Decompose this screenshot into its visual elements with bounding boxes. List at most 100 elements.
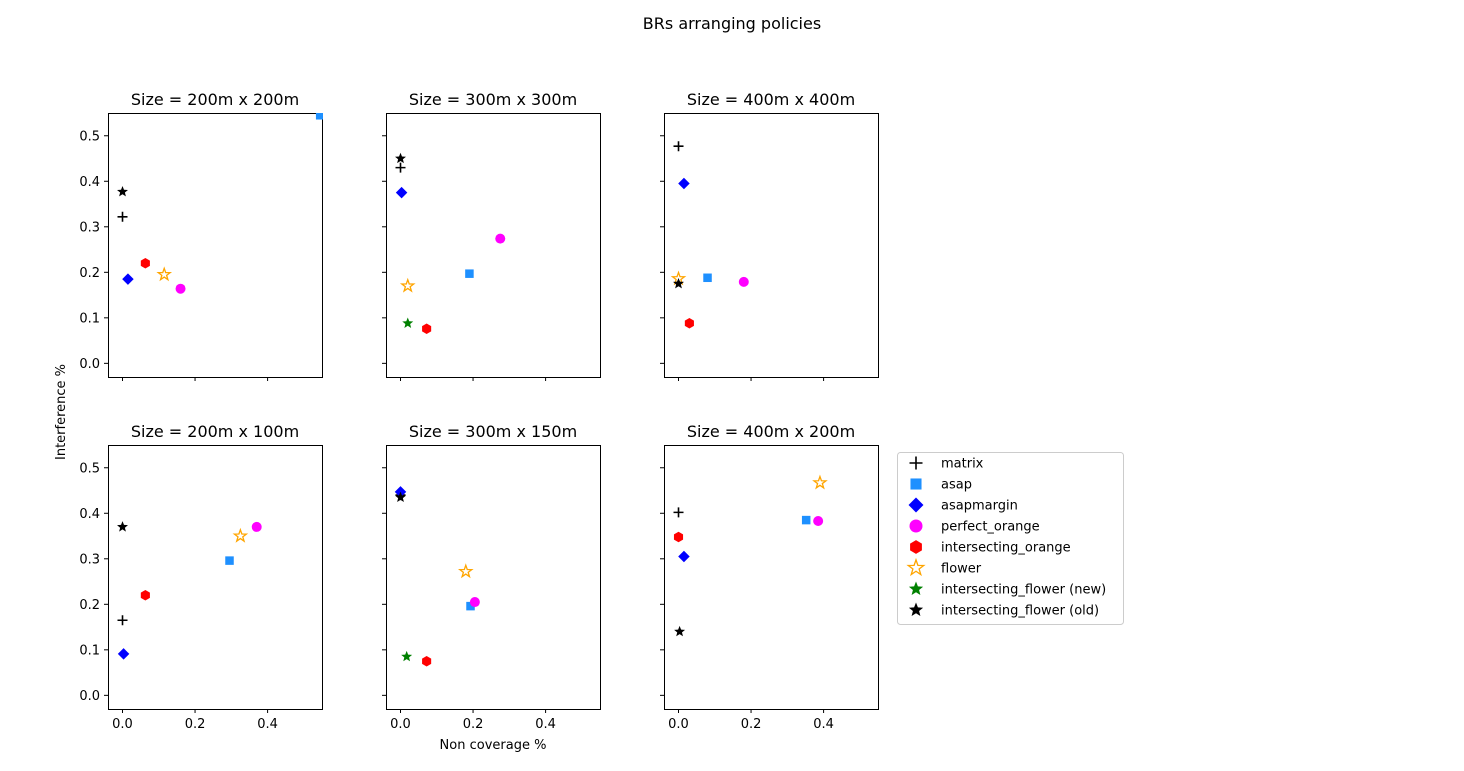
x-tick-label: 0.0 [390, 717, 411, 732]
axes-frame [386, 113, 601, 378]
data-point-intersecting-orange [422, 655, 432, 667]
data-point-intersecting-flower-old [673, 277, 684, 289]
y-tick-label: 0.3 [79, 552, 100, 567]
data-point-asapmargin [117, 648, 130, 660]
data-point-asap [466, 601, 475, 611]
subplot-3: Size = 400m x 400m [660, 90, 879, 381]
y-tick-label: 0.3 [79, 220, 100, 235]
axes-frame [386, 445, 601, 710]
plot-area [673, 474, 828, 637]
legend-item-intersecting-orange: intersecting_orange [910, 540, 1071, 556]
intersecting-flower-old-marker-icon [908, 602, 924, 617]
y-tick-label: 0.1 [79, 311, 100, 326]
plot-area [395, 152, 506, 334]
perfect-orange-marker-icon [909, 519, 923, 533]
intersecting-orange-marker-icon [910, 540, 922, 554]
y-tick-label: 0.4 [79, 507, 100, 522]
data-point-intersecting-flower-old [117, 185, 128, 197]
data-point-flower [156, 266, 173, 282]
data-point-flower [232, 527, 249, 543]
asap-marker-icon [910, 478, 922, 490]
data-point-matrix [673, 507, 684, 518]
legend-label: flower [941, 562, 982, 577]
data-point-intersecting-orange [140, 589, 150, 601]
axes-frame [108, 445, 323, 710]
subplot-title: Size = 200m x 100m [131, 422, 299, 441]
x-tick-label: 0.4 [813, 717, 834, 732]
subplot-title: Size = 400m x 200m [687, 422, 855, 441]
y-tick-label: 0.5 [79, 129, 100, 144]
subplot-title: Size = 200m x 200m [131, 90, 299, 109]
x-tick-label: 0.2 [741, 717, 762, 732]
axes-frame [664, 445, 879, 710]
x-tick-label: 0.2 [185, 717, 206, 732]
subplot-1: Size = 200m x 200m 0.0 0.1 0.2 0.3 0.4 0.5 [79, 90, 323, 381]
subplot-grid: Size = 200m x 200m 0.0 0.1 0.2 0.3 0.4 0.5 Size… [79, 90, 879, 732]
x-tick-label: 0.0 [112, 717, 133, 732]
plot-area [394, 486, 480, 667]
legend-item-perfect-orange: perfect_orange [909, 519, 1040, 535]
legend-frame [897, 452, 1124, 625]
data-point-flower [457, 563, 474, 579]
data-point-asap [465, 269, 474, 278]
data-point-intersecting-flower-old [117, 521, 128, 532]
legend-item-asapmargin: asapmargin [908, 497, 1018, 514]
legend: matrix asap asapmargin perfect_orangeinters… [897, 452, 1124, 625]
legend-item-matrix: matrix [909, 456, 984, 472]
y-tick-label: 0.2 [79, 598, 100, 613]
y-tick-label: 0.5 [79, 461, 100, 476]
asapmargin-marker-icon [908, 497, 924, 513]
figure-title: BRs arranging policies [643, 14, 821, 33]
legend-label: perfect_orange [941, 520, 1040, 535]
data-point-asap [801, 515, 811, 525]
data-point-perfect-orange [175, 283, 186, 294]
x-tick-label: 0.2 [463, 717, 484, 732]
legend-label: intersecting_flower (new) [941, 583, 1106, 598]
y-tick-label: 0.1 [79, 643, 100, 658]
x-axis-label: Non coverage % [440, 738, 547, 753]
legend-label: intersecting_flower (old) [941, 604, 1099, 619]
plot-area [117, 113, 323, 294]
data-point-intersecting-flower-old [395, 152, 406, 164]
plot-area [670, 141, 749, 329]
legend-label: intersecting_orange [941, 541, 1071, 556]
data-point-perfect-orange [469, 597, 480, 608]
y-tick-label: 0.0 [79, 357, 100, 372]
subplot-5: Size = 300m x 150m 0.0 0.2 0.4 [382, 422, 601, 732]
data-point-asapmargin [678, 550, 690, 563]
data-point-intersecting-flower-new [402, 317, 414, 328]
data-point-intersecting-flower-new [401, 650, 413, 662]
data-point-intersecting-orange [673, 531, 684, 543]
flower-marker-icon [906, 557, 926, 577]
x-tick-label: 0.4 [535, 717, 556, 732]
subplot-6: Size = 400m x 200m 0.0 0.2 0.4 [660, 422, 879, 732]
matrix-marker-icon [909, 456, 923, 470]
data-point-perfect-orange [813, 516, 824, 527]
data-point-matrix [117, 615, 128, 626]
data-point-perfect-orange [495, 233, 506, 244]
data-point-flower [812, 474, 828, 490]
axes-frame [108, 113, 323, 378]
data-point-asap [225, 556, 234, 565]
y-axis-label: Interference % [54, 364, 69, 460]
legend-item-intersecting-flower-old: intersecting_flower (old) [908, 602, 1099, 619]
data-point-flower [399, 277, 416, 293]
data-point-perfect-orange [251, 521, 262, 532]
y-tick-label: 0.0 [79, 689, 100, 704]
subplot-title: Size = 300m x 300m [409, 90, 577, 109]
intersecting-flower-new-marker-icon [908, 581, 924, 596]
subplot-title: Size = 400m x 400m [687, 90, 855, 109]
data-point-asapmargin [678, 177, 690, 190]
subplot-title: Size = 300m x 150m [409, 422, 577, 441]
x-tick-label: 0.4 [257, 717, 278, 732]
legend-label: matrix [941, 457, 984, 472]
data-point-asap [703, 273, 712, 283]
subplot-2: Size = 300m x 300m [382, 90, 601, 381]
x-tick-label: 0.0 [668, 717, 689, 732]
legend-label: asapmargin [941, 499, 1018, 514]
data-point-asapmargin [395, 186, 408, 199]
data-point-intersecting-orange [422, 323, 432, 334]
axes-frame [664, 113, 879, 378]
data-point-matrix [673, 141, 684, 152]
